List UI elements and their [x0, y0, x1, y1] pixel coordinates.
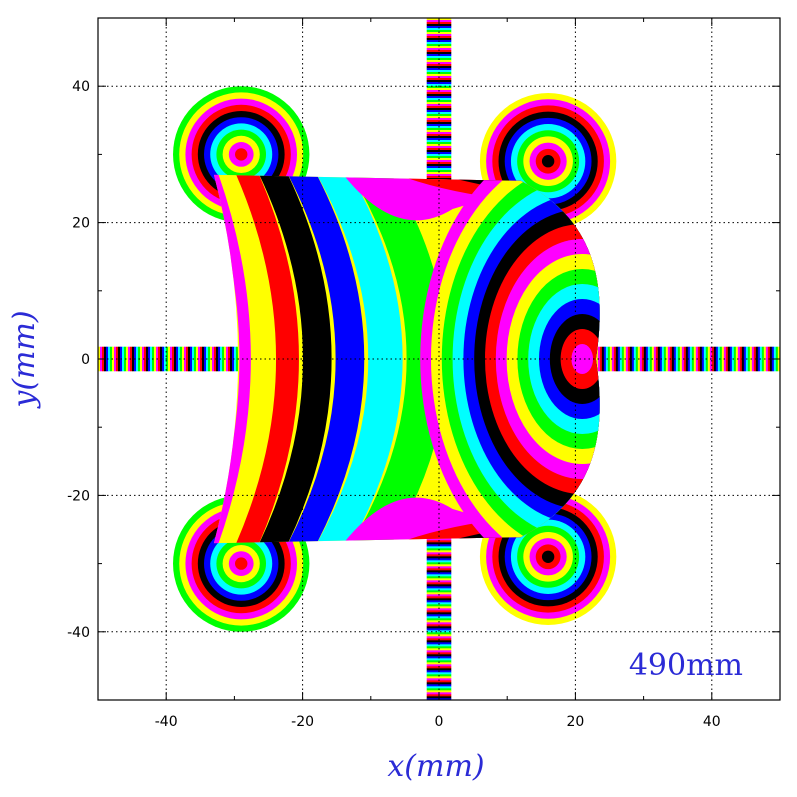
- y-tick-label: 20: [72, 216, 90, 232]
- tick-labels: -40 -20 0 20 40 40 20 0 -20 -40: [67, 79, 721, 730]
- y-tick-label: 40: [72, 79, 90, 95]
- x-axis-label: x(mm): [387, 749, 484, 784]
- grid-lines: [98, 18, 780, 700]
- y-tick-label: -20: [67, 488, 90, 504]
- y-tick-label: -40: [67, 625, 90, 641]
- central-field-region: [213, 174, 600, 544]
- x-tick-label: -40: [155, 714, 178, 730]
- distance-annotation: 490mm: [629, 648, 743, 683]
- x-tick-label: 40: [703, 714, 721, 730]
- x-tick-label: -20: [291, 714, 314, 730]
- x-tick-label: 20: [566, 714, 584, 730]
- right-band: [595, 346, 780, 372]
- y-axis-label: y(mm): [7, 310, 42, 409]
- x-tick-label: 0: [435, 714, 444, 730]
- tick-marks: [97, 17, 781, 701]
- y-tick-label: 0: [81, 352, 90, 368]
- plot-area: [98, 18, 780, 700]
